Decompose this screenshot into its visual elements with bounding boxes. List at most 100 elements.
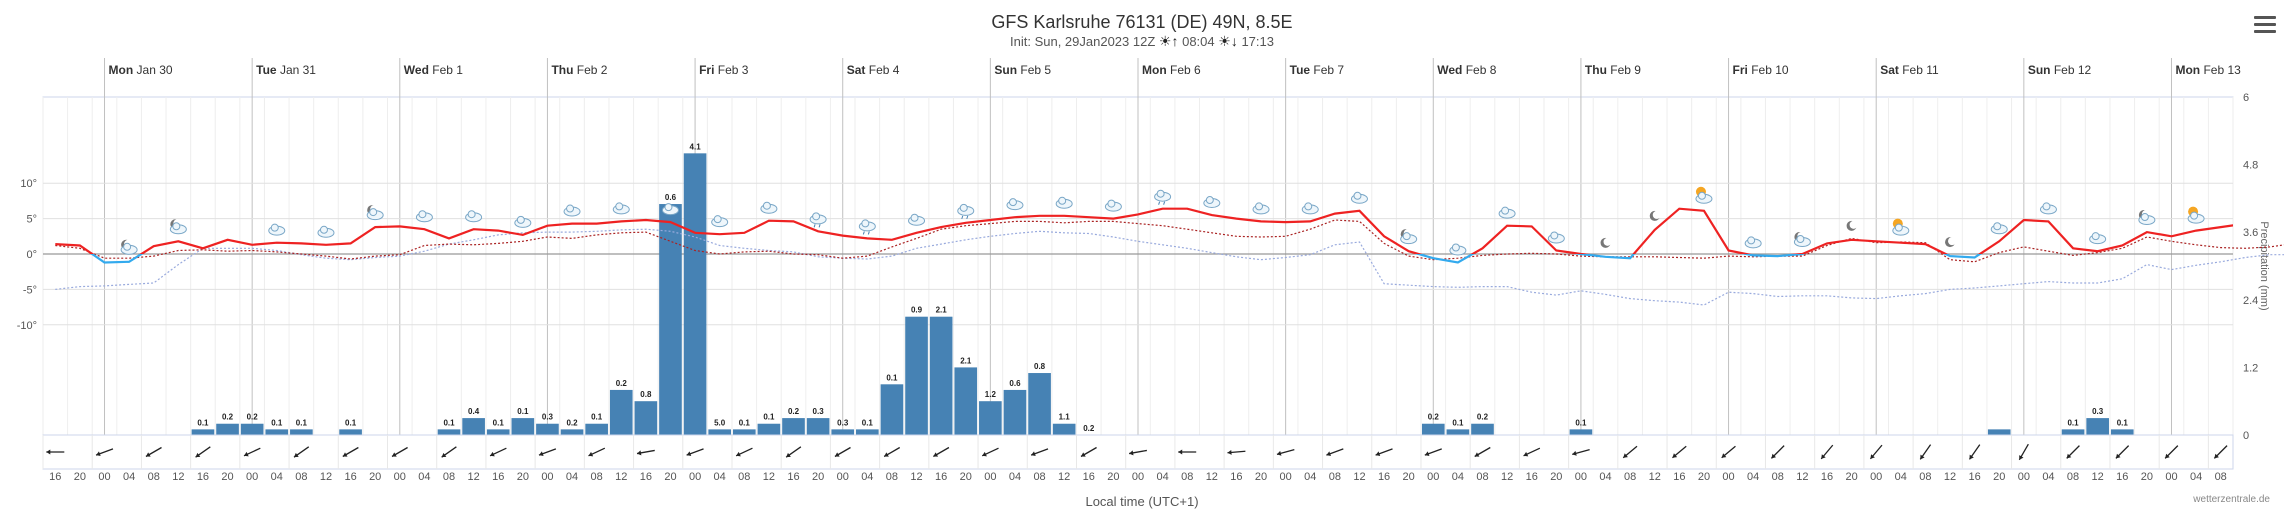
cloud-puff xyxy=(418,210,427,219)
cloud-icon xyxy=(1006,198,1024,211)
cloud-puff xyxy=(1796,235,1805,243)
cloud-puff xyxy=(1894,223,1903,232)
cloud-icon xyxy=(612,202,630,215)
precipitation-data-label: 0.1 xyxy=(443,418,455,427)
precipitation-data-label: 0.1 xyxy=(2067,418,2079,427)
wind-arrow-head xyxy=(1326,451,1332,457)
cloud-puff xyxy=(1451,243,1460,252)
precipitation-data-label: 0.1 xyxy=(862,418,874,427)
wind-arrow-head xyxy=(588,451,594,457)
precipitation-data-label: 0.3 xyxy=(813,407,825,416)
day-label: Mon Feb 13 xyxy=(2175,63,2241,77)
wind-arrow-icon xyxy=(1030,448,1049,457)
cloud-puff xyxy=(959,203,968,212)
moon-icon xyxy=(1846,220,1858,231)
precipitation-bar xyxy=(191,429,215,435)
precipitation-data-label: 0.2 xyxy=(1083,424,1095,433)
credits-link[interactable]: wetterzentrale.de xyxy=(2193,494,2270,505)
precipitation-data-label: 0.3 xyxy=(542,413,554,422)
precipitation-data-label: 0.2 xyxy=(616,379,628,388)
init-time: Init: Sun, 29Jan2023 12Z xyxy=(1010,34,1156,49)
x-hour-tick-label: 00 xyxy=(541,471,553,483)
cloud-rain-icon xyxy=(858,219,876,235)
x-hour-tick-label: 00 xyxy=(1870,471,1882,483)
wind-arrow-head xyxy=(1721,453,1727,458)
precipitation-bar xyxy=(856,429,879,435)
precipitation-data-label: 0.2 xyxy=(247,413,259,422)
x-hour-tick-label: 12 xyxy=(1649,471,1661,483)
cloud-rain-icon xyxy=(1154,189,1172,205)
precipitation-data-label: 0.1 xyxy=(1452,418,1464,427)
precipitation-data-label: 0.3 xyxy=(837,418,849,427)
day-label: Sun Feb 5 xyxy=(994,63,1051,77)
precipitation-bar xyxy=(708,429,732,435)
precipitation-data-label: 0.4 xyxy=(468,407,480,416)
wind-arrow-icon xyxy=(1326,448,1344,457)
cloud-icon xyxy=(1449,243,1467,256)
cloud-icon xyxy=(1301,202,1319,215)
precipitation-bar xyxy=(634,401,658,435)
precipitation-bar xyxy=(1569,429,1593,435)
x-hour-tick-label: 04 xyxy=(2190,471,2202,483)
cloud-puff xyxy=(1697,191,1706,200)
precipitation-data-label: 5.0 xyxy=(714,418,726,427)
y-right-tick-label: 6 xyxy=(2243,92,2249,104)
x-hour-tick-label: 12 xyxy=(910,471,922,483)
cloud-puff xyxy=(1008,198,1017,207)
x-hour-tick-label: 04 xyxy=(566,471,578,483)
moon-cloud-icon xyxy=(169,219,187,235)
precipitation-data-label: 0.1 xyxy=(197,418,209,427)
day-label: Mon Feb 6 xyxy=(1142,63,1201,77)
precipitation-data-label: 0.2 xyxy=(1477,413,1489,422)
wind-arrow-head xyxy=(1178,449,1183,455)
x-hour-tick-label: 16 xyxy=(640,471,652,483)
wind-arrow-icon xyxy=(1869,444,1883,460)
wind-arrow-head xyxy=(1623,453,1628,458)
x-hour-tick-label: 16 xyxy=(1526,471,1538,483)
precipitation-data-label: 0.8 xyxy=(640,390,652,399)
precipitation-bar xyxy=(2110,429,2134,435)
x-hour-tick-label: 16 xyxy=(1083,471,1095,483)
wind-arrow-icon xyxy=(735,447,753,457)
cloud-icon xyxy=(711,215,729,228)
day-label: Fri Feb 10 xyxy=(1733,63,1789,77)
precipitation-bar xyxy=(486,429,510,435)
precipitation-bar xyxy=(806,418,830,435)
cloud-icon xyxy=(1104,199,1122,212)
precipitation-data-label: 0.2 xyxy=(1428,413,1440,422)
precipitation-bar xyxy=(2061,429,2085,435)
day-label: Tue Jan 31 xyxy=(256,63,316,77)
precipitation-bar xyxy=(954,367,978,435)
x-hour-tick-label: 20 xyxy=(812,471,824,483)
wind-arrow-head xyxy=(1821,454,1826,459)
precipitation-data-label: 0.1 xyxy=(271,418,283,427)
x-hour-tick-label: 00 xyxy=(394,471,406,483)
x-hour-tick-label: 04 xyxy=(1304,471,1316,483)
wind-arrow-icon xyxy=(1178,449,1197,455)
wind-arrow-head xyxy=(293,452,299,458)
x-hour-tick-label: 00 xyxy=(1427,471,1439,483)
wind-arrow-icon xyxy=(1622,445,1638,459)
wind-arrow-head xyxy=(982,451,987,457)
x-hour-tick-label: 00 xyxy=(2165,471,2177,483)
wind-arrow-icon xyxy=(195,446,211,458)
wind-arrow-head xyxy=(1920,454,1925,460)
sunrise-time: 08:04 xyxy=(1182,34,1215,49)
x-hour-tick-label: 20 xyxy=(1698,471,1710,483)
day-label: Sun Feb 12 xyxy=(2028,63,2092,77)
x-hour-tick-label: 04 xyxy=(2042,471,2054,483)
precipitation-bar xyxy=(1421,423,1445,435)
chart-menu-button[interactable] xyxy=(2254,16,2276,34)
moon-cloud-icon xyxy=(1400,229,1418,245)
precipitation-data-label: 2.1 xyxy=(936,306,948,315)
cloud-puff xyxy=(1058,196,1067,205)
precipitation-bar xyxy=(216,423,239,435)
wind-arrow-head xyxy=(1572,450,1577,456)
wind-arrow-head xyxy=(786,452,791,458)
precipitation-bar xyxy=(560,429,584,435)
precipitation-data-label: 1.2 xyxy=(985,390,997,399)
cloud-puff xyxy=(1205,196,1214,205)
cloud-puff xyxy=(910,213,919,222)
wind-arrow-head xyxy=(1227,449,1232,455)
precipitation-data-label: 0.6 xyxy=(1009,379,1021,388)
